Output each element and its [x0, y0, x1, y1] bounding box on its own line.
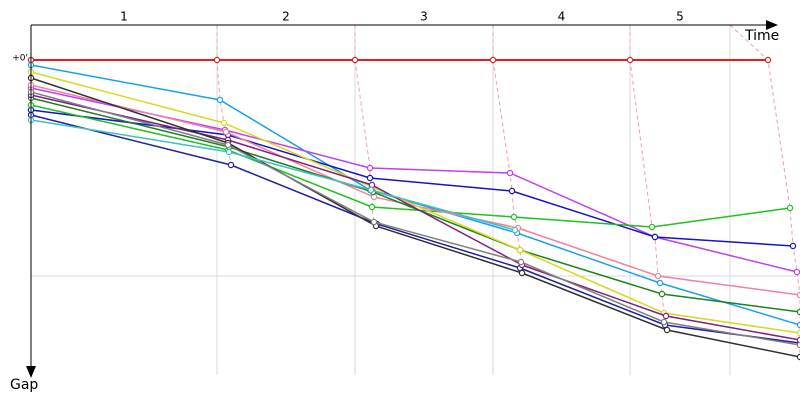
point [662, 312, 670, 320]
point [370, 193, 378, 201]
point [786, 204, 794, 212]
point [654, 272, 662, 280]
point [213, 56, 221, 64]
series-line [30, 91, 800, 346]
series-line [30, 87, 798, 273]
point [626, 56, 634, 64]
point [368, 203, 376, 211]
series-line [30, 77, 800, 358]
point [506, 169, 514, 177]
point [216, 96, 224, 104]
point [660, 318, 668, 326]
point [517, 258, 525, 266]
point [796, 329, 800, 337]
x-tick-label: 4 [558, 10, 566, 24]
point [656, 279, 664, 287]
point [796, 291, 800, 299]
point [366, 164, 374, 172]
series-line [30, 84, 800, 296]
point [651, 233, 659, 241]
y-tick-label: +0' [12, 54, 28, 64]
point [368, 181, 376, 189]
point [663, 326, 671, 334]
point [367, 186, 375, 194]
point [793, 268, 800, 276]
point [796, 308, 800, 316]
series-line [30, 97, 800, 313]
y-axis-arrow [26, 366, 36, 378]
point [796, 341, 800, 349]
point [518, 269, 526, 277]
point [224, 141, 232, 149]
x-axis-label: Time [744, 28, 779, 44]
point [489, 56, 497, 64]
point [222, 128, 230, 136]
point [227, 161, 235, 169]
point [648, 223, 656, 231]
series-line [30, 109, 794, 247]
series-line [30, 119, 516, 231]
point [796, 353, 800, 361]
point [516, 246, 524, 254]
series-line [30, 64, 800, 326]
point [370, 218, 378, 226]
x-tick-label: 5 [676, 10, 684, 24]
point [511, 226, 519, 234]
point [508, 187, 516, 195]
x-axis-arrow [766, 20, 778, 30]
y-axis-label: Gap [10, 377, 38, 393]
series-line [30, 114, 800, 344]
point [510, 213, 518, 221]
point [366, 174, 374, 182]
point [764, 56, 772, 64]
point [220, 119, 228, 127]
point [796, 321, 800, 329]
x-tick-label: 1 [120, 10, 128, 24]
x-tick-label: 3 [420, 10, 428, 24]
x-tick-label: 2 [282, 10, 290, 24]
point [658, 290, 666, 298]
point [225, 148, 233, 156]
point [789, 242, 797, 250]
point [796, 336, 800, 344]
point [351, 56, 359, 64]
series-line [30, 71, 800, 334]
